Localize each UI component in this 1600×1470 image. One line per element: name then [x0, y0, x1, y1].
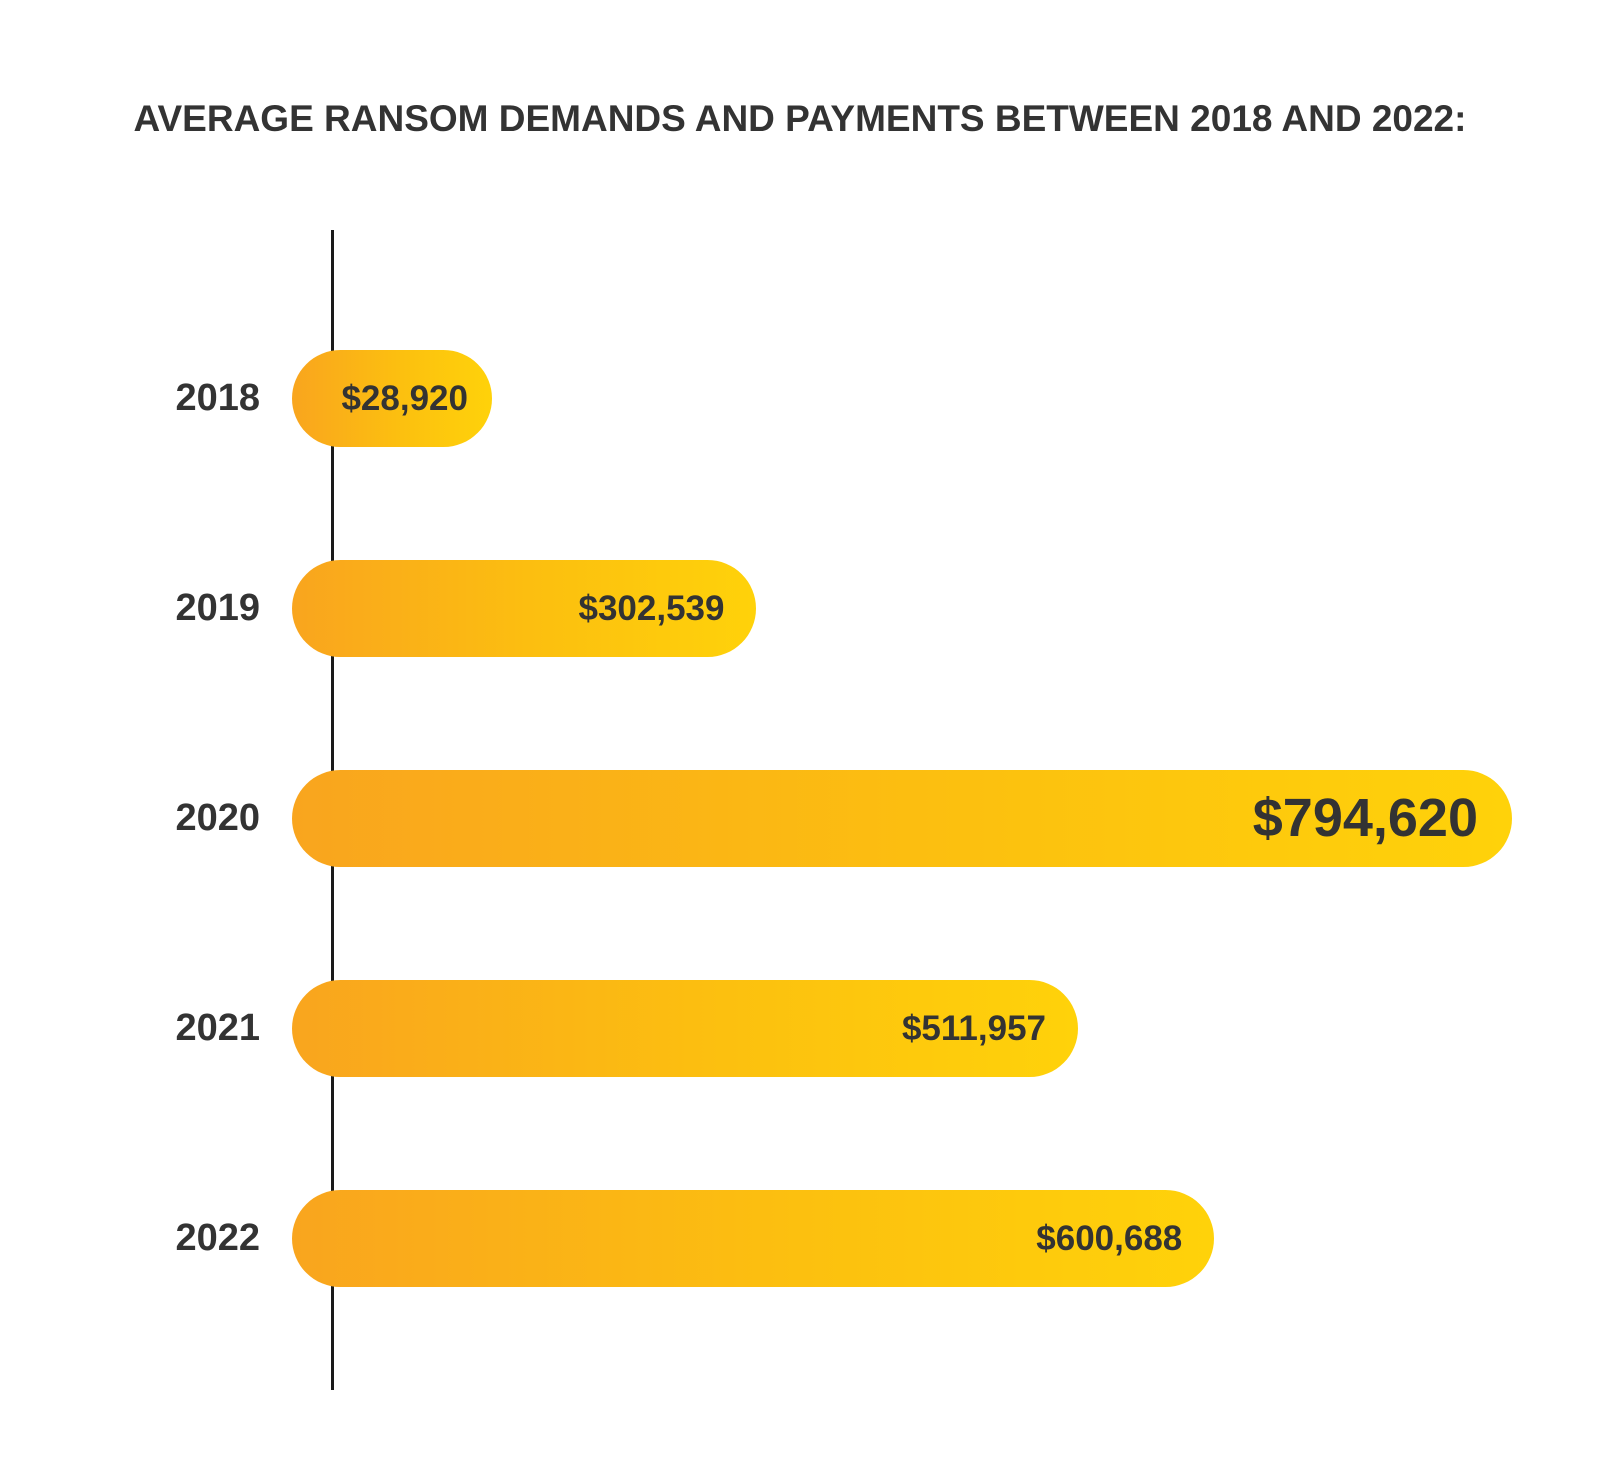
bar-2018: $28,920	[292, 350, 492, 447]
data-label-2019: $302,539	[578, 589, 725, 628]
category-label-2021: 2021	[175, 1007, 260, 1049]
chart-title: AVERAGE RANSOM DEMANDS AND PAYMENTS BETW…	[133, 98, 1467, 139]
category-label-2018: 2018	[175, 377, 260, 419]
data-label-2018: $28,920	[341, 379, 468, 418]
data-label-2021: $511,957	[901, 1009, 1047, 1048]
category-label-2020: 2020	[175, 797, 260, 839]
bar-2020: $794,620	[292, 770, 1512, 867]
category-label-2022: 2022	[175, 1217, 260, 1259]
bar-2022: $600,688	[292, 1190, 1215, 1287]
category-label-2019: 2019	[175, 587, 260, 629]
data-label-2020: $794,620	[1252, 788, 1478, 848]
data-label-2022: $600,688	[1036, 1219, 1183, 1258]
bar-2021: $511,957	[292, 980, 1079, 1077]
bar-2019: $302,539	[292, 560, 757, 657]
